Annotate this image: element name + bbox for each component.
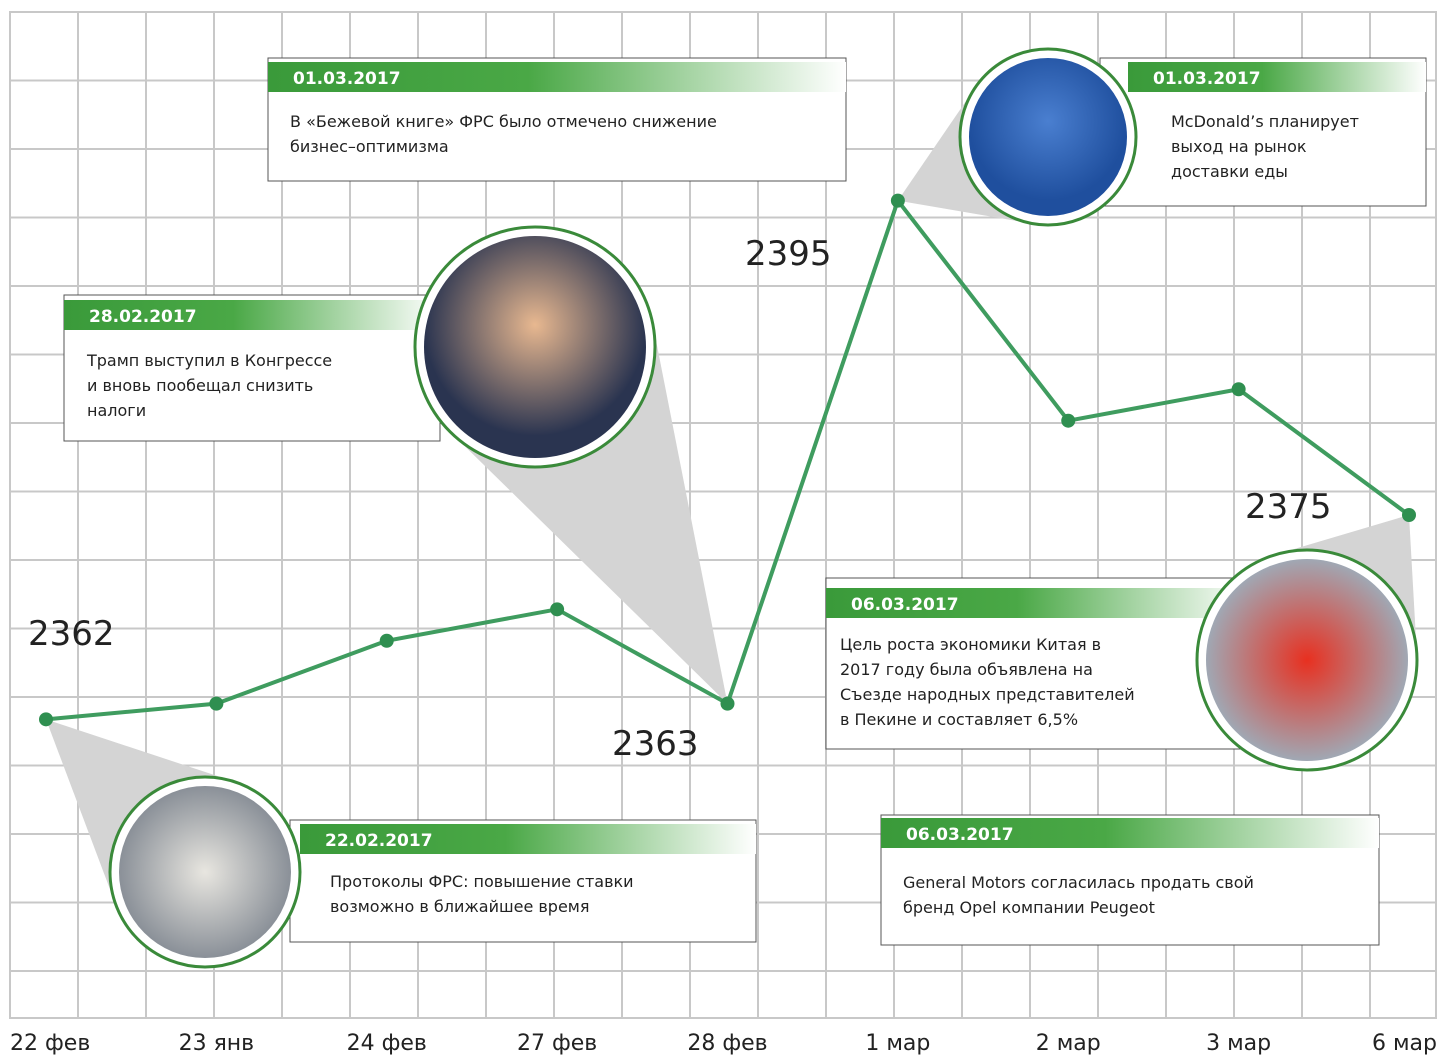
note-header xyxy=(268,62,846,92)
photo-image xyxy=(119,786,291,958)
note-text: бренд Opel компании Peugeot xyxy=(903,898,1155,917)
x-tick-label: 27 фев xyxy=(517,1031,597,1055)
note-text: налоги xyxy=(87,401,146,420)
note-text: в Пекине и составляет 6,5% xyxy=(840,710,1078,729)
note-date: 22.02.2017 xyxy=(325,831,433,851)
note-text: и вновь пообещал снизить xyxy=(87,376,313,395)
note-header xyxy=(300,824,756,854)
photo-image xyxy=(424,236,646,458)
note-text: Цель роста экономики Китая в xyxy=(840,635,1101,654)
x-tick-label: 28 фев xyxy=(687,1031,767,1055)
point xyxy=(1231,382,1246,397)
note-text: доставки еды xyxy=(1171,162,1288,181)
note-text: McDonald’s планирует xyxy=(1171,112,1359,131)
annotations: 01.03.2017 В «Бежевой книге» ФРС было отм… xyxy=(63,47,1427,969)
value-label: 2395 xyxy=(745,234,832,274)
x-tick-label: 24 фев xyxy=(347,1031,427,1055)
note-text: 2017 году была объявлена на xyxy=(840,660,1093,679)
callout-cones xyxy=(46,87,1417,906)
point xyxy=(1402,508,1416,522)
photo-image xyxy=(969,58,1127,216)
note-text: бизнес–оптимизма xyxy=(290,137,449,156)
note-header xyxy=(826,588,1250,618)
value-label: 2362 xyxy=(28,614,115,654)
note-text: В «Бежевой книге» ФРС было отмечено сниж… xyxy=(290,112,717,131)
plot: 22 фев 23 янв 24 фев 27 фев 28 фев 1 мар 2 мар… xyxy=(10,193,1437,1055)
x-tick-label: 3 мар xyxy=(1206,1031,1271,1055)
note-text: Съезде народных представителей xyxy=(840,685,1135,704)
point xyxy=(890,193,905,208)
x-tick-label: 23 янв xyxy=(179,1031,255,1055)
point xyxy=(550,602,565,617)
note-text: General Motors согласилась продать свой xyxy=(903,873,1254,892)
note-header xyxy=(881,818,1379,848)
note-date: 06.03.2017 xyxy=(906,825,1014,845)
x-tick-label: 22 фев xyxy=(10,1031,90,1055)
note-text: Протоколы ФРС: повышение ставки xyxy=(330,872,634,891)
point xyxy=(720,696,735,711)
note-date: 06.03.2017 xyxy=(851,595,959,615)
value-label: 2375 xyxy=(1245,487,1332,527)
note-header xyxy=(1128,62,1426,92)
note-date: 01.03.2017 xyxy=(1153,69,1261,89)
note-text: Трамп выступил в Конгрессе xyxy=(86,351,332,370)
value-label: 2363 xyxy=(612,724,699,764)
note-text: выход на рынок xyxy=(1171,137,1307,156)
x-tick-label: 1 мар xyxy=(865,1031,930,1055)
note-date: 28.02.2017 xyxy=(89,307,197,327)
x-tick-label: 2 мар xyxy=(1036,1031,1101,1055)
point xyxy=(379,633,394,648)
point xyxy=(209,696,224,711)
note-header xyxy=(64,300,440,330)
x-tick-label: 6 мар xyxy=(1372,1031,1437,1055)
point xyxy=(39,712,53,727)
note-text: возможно в ближайшее время xyxy=(330,897,590,916)
photo-image xyxy=(1206,559,1408,761)
frame xyxy=(9,11,1437,1019)
note-date: 01.03.2017 xyxy=(293,69,401,89)
point xyxy=(1061,413,1076,428)
